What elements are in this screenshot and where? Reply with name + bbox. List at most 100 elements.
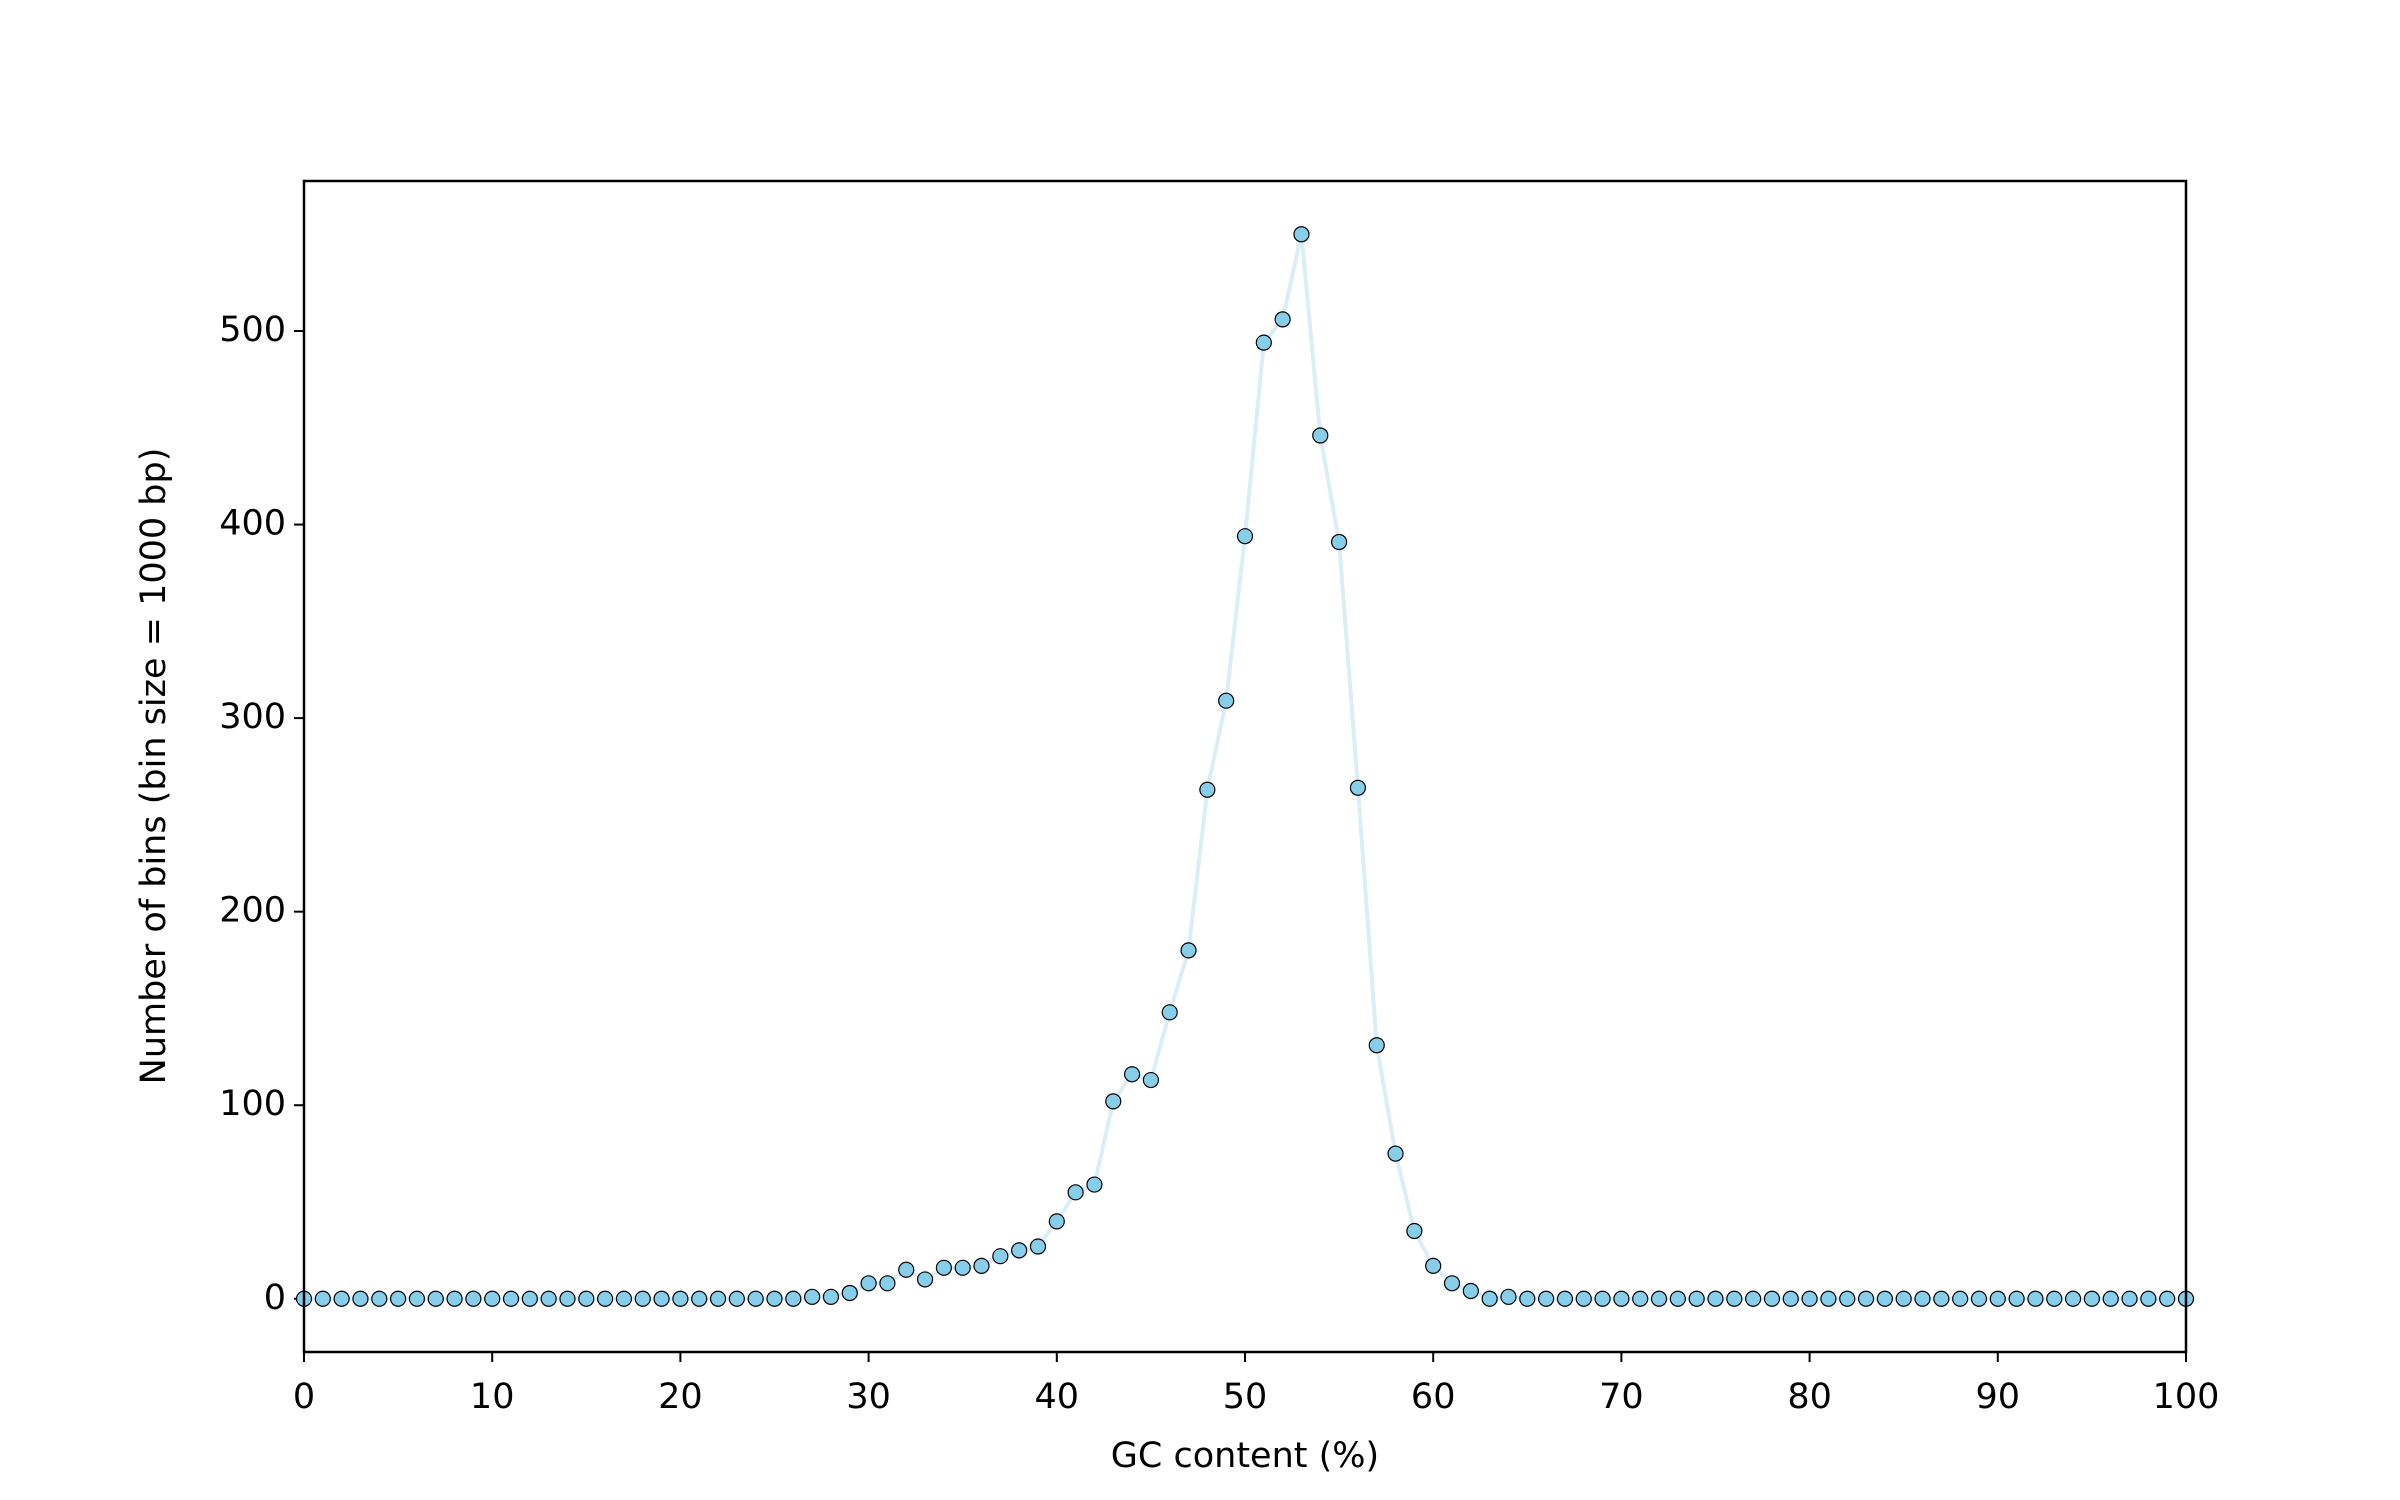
marker [1538,1290,1555,1307]
marker [1820,1290,1837,1307]
marker [709,1290,727,1307]
marker [352,1290,369,1307]
marker [1707,1290,1724,1307]
x-tick-label: 80 [1787,1377,1832,1417]
marker [1556,1290,1574,1307]
x-tick-label: 60 [1411,1377,1456,1417]
marker [408,1290,426,1307]
marker [841,1284,858,1302]
y-tick-label: 100 [219,1084,286,1124]
marker [390,1290,407,1307]
x-tick-label: 50 [1223,1377,1268,1417]
marker [1500,1288,1517,1305]
marker [1481,1290,1498,1307]
marker [2140,1290,2157,1307]
marker [1067,1184,1084,1201]
marker [766,1290,783,1307]
marker [578,1290,595,1307]
marker [521,1290,538,1307]
marker [1688,1290,1705,1307]
marker [1236,528,1254,545]
marker [1349,779,1367,796]
marker [1970,1290,1988,1307]
marker [540,1290,557,1307]
marker [371,1290,388,1307]
marker [615,1290,633,1307]
marker [2102,1290,2119,1307]
y-tick-label: 0 [264,1278,286,1318]
marker [2008,1290,2025,1307]
marker [954,1259,971,1276]
marker [1801,1290,1818,1307]
marker [1293,226,1310,243]
marker [1443,1275,1461,1292]
marker [728,1290,745,1307]
x-tick-label: 100 [2153,1377,2220,1417]
marker [1632,1290,1649,1307]
marker [446,1290,463,1307]
marker [1086,1176,1103,1193]
marker [634,1290,651,1307]
x-tick-label: 40 [1035,1377,1080,1417]
marker [1274,311,1291,328]
marker [1312,427,1329,444]
x-tick-label: 30 [846,1377,891,1417]
marker [2121,1290,2138,1307]
marker [2083,1290,2100,1307]
marker [484,1290,501,1307]
plot-frame [302,179,2188,1354]
marker [1048,1213,1065,1230]
x-tick-label: 90 [1976,1377,2021,1417]
marker [2046,1290,2063,1307]
x-tick-label: 70 [1599,1377,1644,1417]
y-tick-label: 500 [219,310,286,350]
marker [1914,1290,1931,1307]
marker [1782,1290,1799,1307]
marker [973,1257,990,1274]
marker [1857,1290,1875,1307]
marker [1952,1290,1969,1307]
y-axis-label: Number of bins (bin size = 1000 bp) [134,448,174,1085]
marker [804,1288,821,1305]
marker [898,1261,915,1278]
x-tick-label: 20 [658,1377,703,1417]
marker [1839,1290,1856,1307]
x-tick-label: 0 [293,1377,315,1417]
marker [1218,692,1235,709]
marker [597,1290,614,1307]
line [304,233,2186,1301]
marker [879,1275,896,1292]
marker [916,1271,934,1288]
marker [465,1290,482,1307]
marker [935,1259,952,1276]
marker [1029,1238,1047,1255]
marker [1650,1290,1668,1307]
marker [672,1290,689,1307]
marker [785,1290,802,1307]
marker [1989,1290,2006,1307]
marker [1199,781,1216,798]
marker [822,1288,840,1305]
marker [1425,1257,1442,1274]
marker [1763,1290,1781,1307]
marker [1876,1290,1893,1307]
marker [1330,533,1348,551]
marker [2064,1290,2082,1307]
marker [502,1290,520,1307]
marker [1726,1290,1743,1307]
marker [1406,1222,1423,1240]
marker [691,1290,708,1307]
marker [1933,1290,1950,1307]
marker [992,1248,1009,1265]
marker [1387,1145,1404,1162]
marker [747,1290,764,1307]
y-tick-label: 300 [219,697,286,737]
marker [860,1275,877,1292]
marker [427,1290,444,1307]
marker [1613,1290,1630,1307]
y-tick-label: 400 [219,504,286,544]
x-axis-label: GC content (%) [1111,1436,1379,1476]
marker [1519,1290,1536,1307]
marker [1745,1290,1762,1307]
